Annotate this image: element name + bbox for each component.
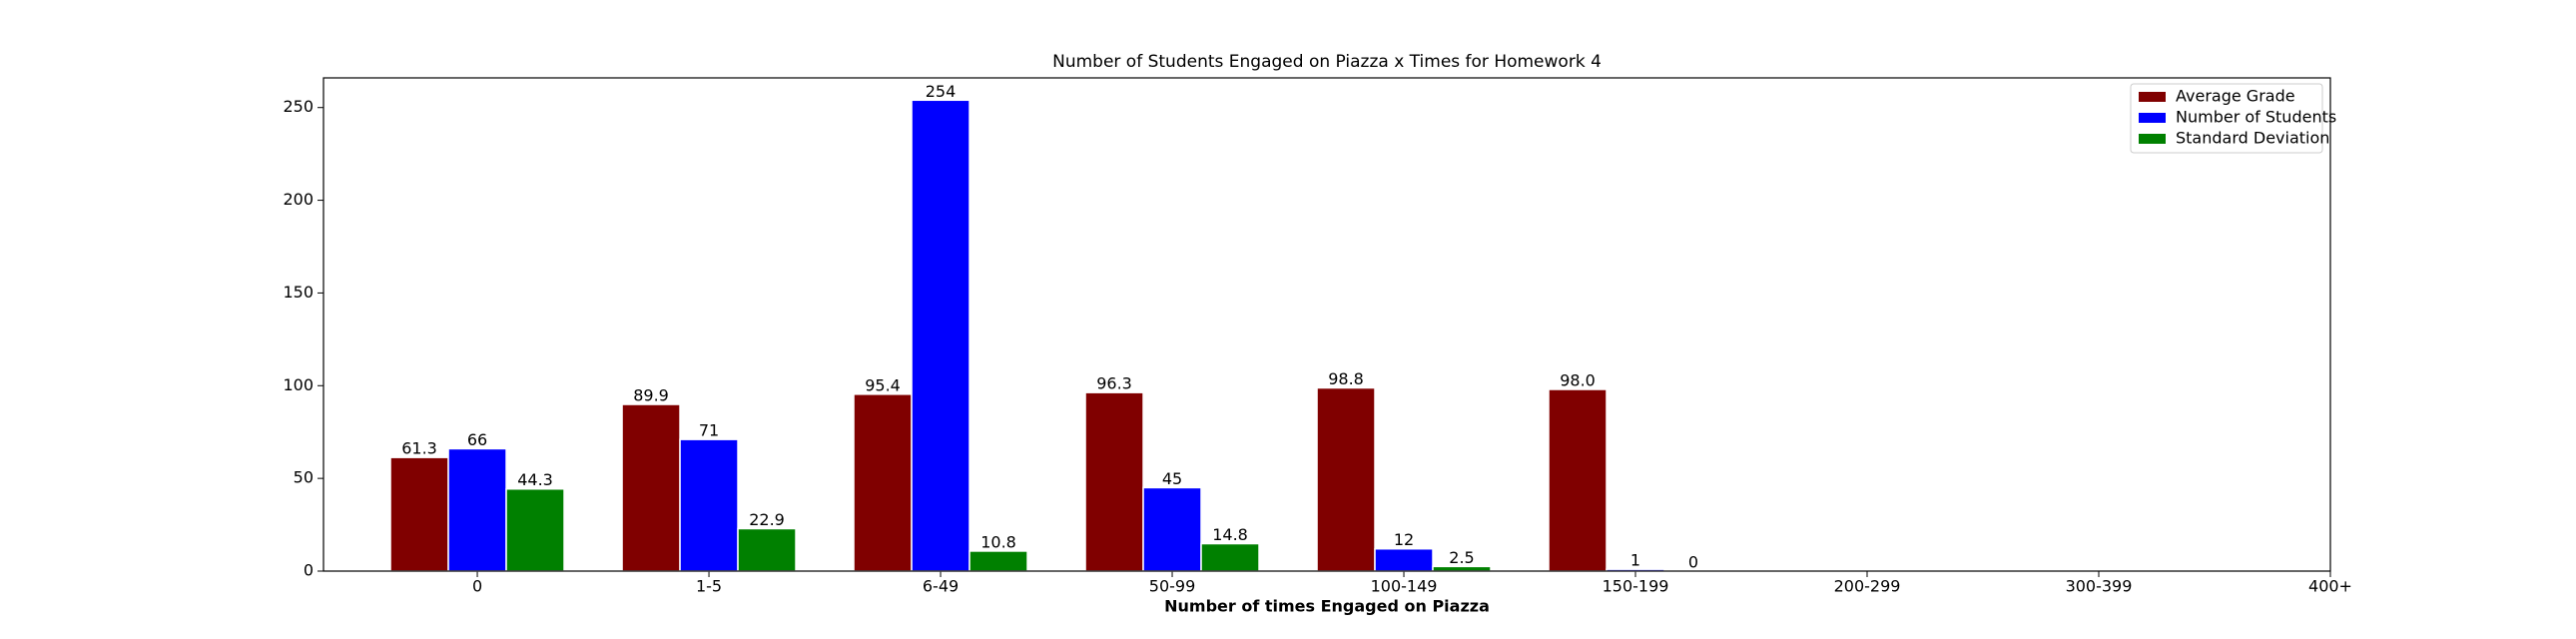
value-label: 12 bbox=[1394, 530, 1414, 549]
bar bbox=[1548, 388, 1608, 572]
value-label: 71 bbox=[699, 421, 719, 440]
value-label: 95.4 bbox=[865, 375, 901, 394]
value-label: 61.3 bbox=[401, 439, 437, 458]
value-label: 98.0 bbox=[1560, 371, 1596, 390]
y-tick-label: 50 bbox=[294, 468, 314, 487]
bar bbox=[1374, 547, 1434, 572]
y-tick-label: 150 bbox=[283, 283, 314, 302]
value-label: 1 bbox=[1630, 551, 1640, 570]
bar bbox=[1432, 565, 1492, 572]
bar bbox=[1084, 391, 1144, 572]
value-label: 22.9 bbox=[749, 510, 785, 529]
x-tick-label: 100-149 bbox=[1371, 577, 1438, 596]
y-tick-label: 100 bbox=[283, 375, 314, 394]
x-axis-label: Number of times Engaged on Piazza bbox=[1164, 597, 1490, 616]
bar bbox=[621, 403, 681, 572]
value-label: 66 bbox=[467, 430, 487, 449]
bar bbox=[389, 456, 449, 572]
value-label: 10.8 bbox=[980, 532, 1016, 551]
x-tick-label: 1-5 bbox=[696, 577, 722, 596]
value-label: 96.3 bbox=[1096, 374, 1132, 393]
value-label: 45 bbox=[1162, 469, 1182, 488]
chart-title: Number of Students Engaged on Piazza x T… bbox=[1052, 52, 1602, 72]
value-label: 89.9 bbox=[633, 386, 669, 405]
value-label: 0 bbox=[1688, 553, 1698, 572]
legend-label: Standard Deviation bbox=[2176, 129, 2329, 148]
bar bbox=[679, 438, 739, 572]
legend-label: Average Grade bbox=[2176, 87, 2295, 106]
value-label: 2.5 bbox=[1449, 548, 1474, 567]
x-tick-label: 150-199 bbox=[1603, 577, 1669, 596]
value-label: 254 bbox=[926, 82, 957, 101]
bar bbox=[911, 99, 970, 572]
legend-swatch bbox=[2139, 92, 2166, 102]
x-tick-label: 300-399 bbox=[2066, 577, 2133, 596]
x-tick-label: 200-299 bbox=[1834, 577, 1901, 596]
x-tick-label: 50-99 bbox=[1149, 577, 1196, 596]
bar bbox=[505, 487, 565, 572]
y-tick-label: 200 bbox=[283, 190, 314, 209]
y-tick-label: 0 bbox=[304, 561, 314, 580]
value-label: 44.3 bbox=[517, 470, 553, 489]
bar bbox=[1200, 542, 1260, 572]
x-tick-label: 0 bbox=[472, 577, 482, 596]
bar bbox=[1316, 386, 1376, 572]
bar bbox=[737, 527, 797, 572]
legend-swatch bbox=[2139, 113, 2166, 123]
value-label: 98.8 bbox=[1328, 369, 1364, 388]
legend-box bbox=[2130, 83, 2323, 154]
bar bbox=[447, 447, 507, 572]
bar bbox=[1142, 486, 1202, 572]
bar bbox=[853, 393, 913, 572]
legend-swatch bbox=[2139, 134, 2166, 144]
value-label: 14.8 bbox=[1212, 525, 1248, 544]
x-tick-label: 6-49 bbox=[923, 577, 959, 596]
x-tick-label: 400+ bbox=[2308, 577, 2352, 596]
plot-frame bbox=[322, 77, 2331, 572]
bar bbox=[968, 550, 1028, 572]
legend-label: Number of Students bbox=[2176, 108, 2336, 127]
y-tick-label: 250 bbox=[283, 97, 314, 116]
